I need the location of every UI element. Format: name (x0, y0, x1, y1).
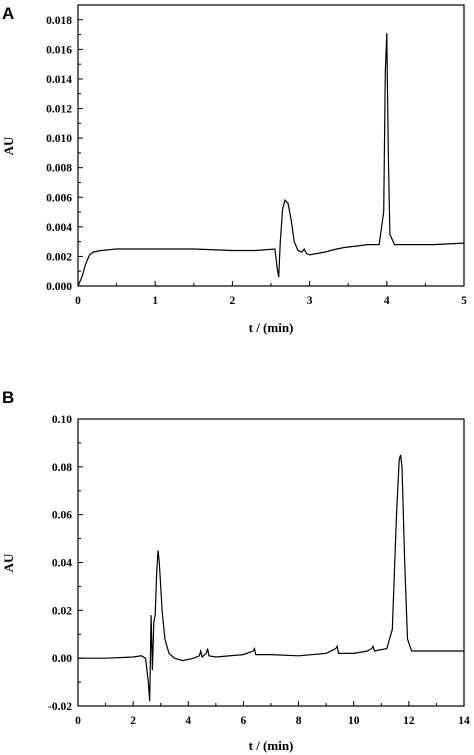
panel-a-letter: A (2, 4, 14, 23)
panel-b-x-axis-title: t / (min) (249, 738, 294, 753)
panel-a-x-axis-title: t / (min) (249, 320, 294, 335)
panel-a-series-line (77, 33, 465, 287)
panel-b-series-line (78, 454, 464, 702)
x-tick-label: 6 (241, 715, 247, 727)
panel-b: B -0.02 0.00 0.02 0.04 0.06 0.08 0.10 0 2 4 6 8 10 1… (1, 388, 470, 753)
y-tick-label: 0.06 (52, 510, 72, 522)
y-tick-label: 0.08 (52, 462, 72, 474)
panel-a-x-ticks: 0 1 2 3 4 5 (75, 281, 467, 307)
y-tick-label: 0.00 (52, 653, 72, 665)
panel-b-y-axis-title: AU (1, 553, 16, 572)
y-tick-label: 0.012 (46, 104, 72, 116)
x-tick-label: 14 (458, 715, 470, 727)
x-tick-label: 5 (461, 295, 467, 307)
x-tick-label: 10 (348, 715, 360, 727)
y-tick-label: 0.014 (46, 74, 72, 86)
panel-b-plot-frame (77, 418, 465, 707)
x-tick-label: 0 (75, 295, 81, 307)
x-tick-label: 3 (307, 295, 313, 307)
panel-b-letter: B (2, 388, 14, 407)
x-tick-label: 12 (403, 715, 415, 727)
x-tick-label: 1 (152, 295, 158, 307)
y-tick-label: 0.004 (46, 222, 72, 234)
y-tick-label: 0.010 (46, 133, 72, 145)
panel-a-y-ticks: 0.000 0.002 0.004 0.006 0.008 0.010 0.012 0.014… (46, 15, 83, 293)
x-tick-label: 2 (130, 715, 136, 727)
x-tick-label: 0 (75, 715, 81, 727)
y-tick-label: 0.000 (46, 281, 72, 293)
panel-b-x-ticks: 0 2 4 6 8 10 12 14 (75, 701, 470, 727)
y-tick-label: 0.10 (52, 414, 72, 426)
y-tick-label: -0.02 (48, 701, 72, 713)
panel-a: A 0.0000.0020.0040.0060.0080.0100.0120.0… (1, 4, 467, 335)
y-tick-label: 0.018 (46, 15, 72, 27)
x-tick-label: 2 (230, 295, 236, 307)
panel-b-y-ticks: -0.02 0.00 0.02 0.04 0.06 0.08 0.10 (48, 414, 83, 713)
panel-a-y-axis-title: AU (1, 136, 16, 155)
x-tick-label: 8 (296, 715, 302, 727)
panel-a-plot-frame (77, 4, 465, 287)
y-tick-label: 0.02 (52, 605, 72, 617)
y-tick-label: 0.016 (46, 44, 72, 56)
x-tick-label: 4 (384, 295, 390, 307)
x-tick-label: 4 (185, 715, 191, 727)
y-tick-label: 0.006 (46, 192, 72, 204)
y-tick-label: 0.04 (52, 558, 72, 570)
y-tick-label: 0.008 (46, 163, 72, 175)
y-tick-label: 0.002 (46, 251, 72, 263)
